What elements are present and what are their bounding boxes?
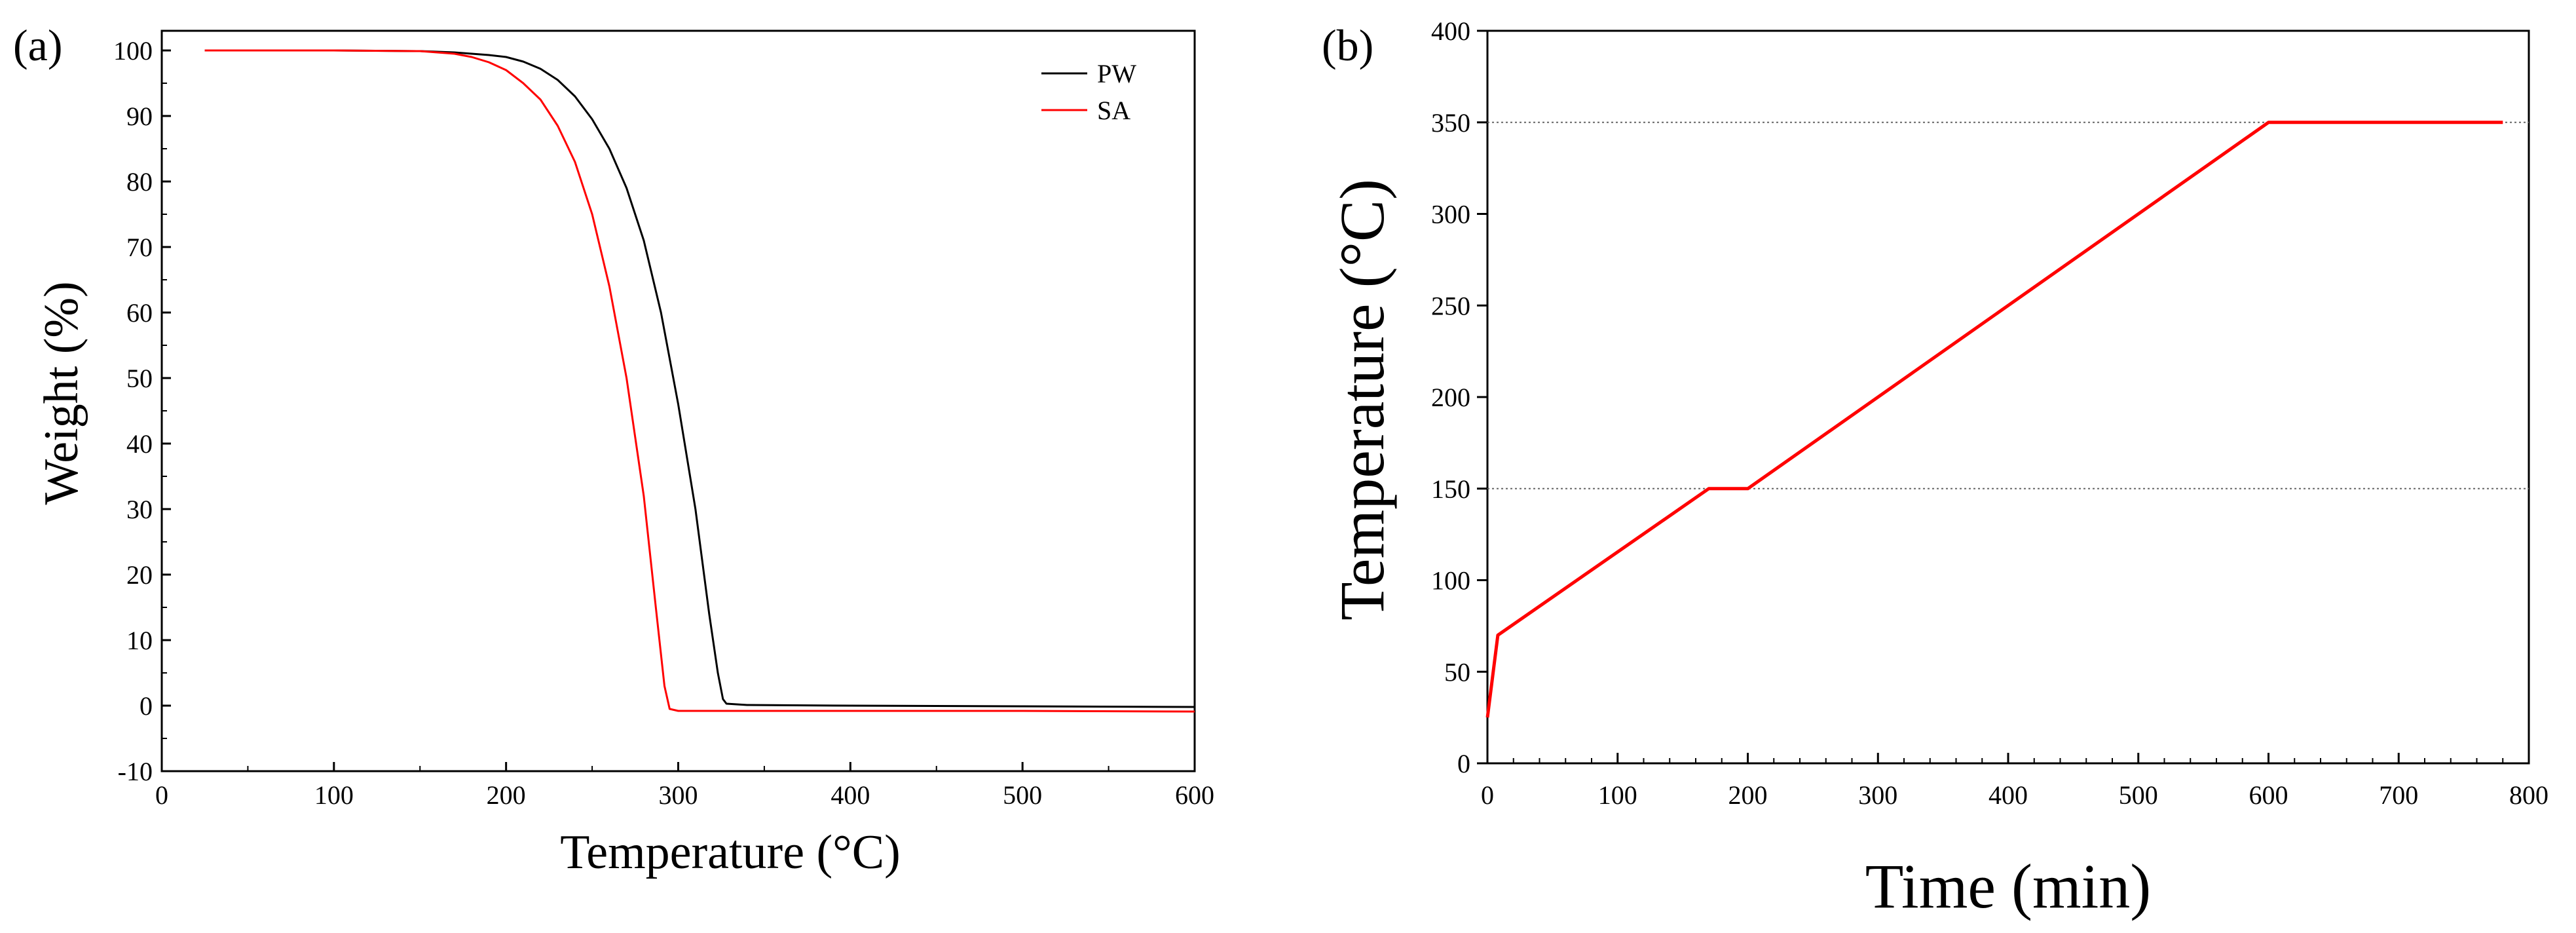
panel-b-x-tick-label-0: 0 xyxy=(1481,780,1494,810)
panel-b-y-tick-label-50: 50 xyxy=(1444,657,1470,687)
panel-b-y-tick-label-200: 200 xyxy=(1431,383,1470,412)
legend-label-sa: SA xyxy=(1097,96,1130,125)
panel-a-x-axis-title: Temperature (°C) xyxy=(560,826,901,879)
panel-a-y-tick-label-70: 70 xyxy=(126,233,153,262)
panel-a-legend: PW SA xyxy=(1041,59,1136,125)
panel-b-x-tick-label-600: 600 xyxy=(2249,780,2288,810)
panel-a-weight-vs-temperature: (a) 0 100 200 300 400 500 600-1001020304050607… xyxy=(13,20,1214,879)
panel-b-temperature-program: (b) 0 100 200 300 400 500 600 700 800 0 50 100 150 20… xyxy=(1322,16,2548,921)
panel-b-series xyxy=(1485,121,2503,718)
panel-a-x-tick-label-200: 200 xyxy=(487,780,526,810)
panel-a-y-tick-label-20: 20 xyxy=(126,560,153,590)
series-line-pw xyxy=(204,49,1195,708)
panel-a-y-tick-label-30: 30 xyxy=(126,495,153,524)
panel-b-y-tick-label-150: 150 xyxy=(1431,474,1470,504)
panel-b-x-tick-label-300: 300 xyxy=(1858,780,1897,810)
panel-b-y-axis-title: Temperature (°C) xyxy=(1327,179,1397,620)
panel-b-x-tick-label-800: 800 xyxy=(2509,780,2548,810)
panel-a-y-tick-label-90: 90 xyxy=(126,102,153,131)
panel-b-x-tick-label-100: 100 xyxy=(1598,780,1637,810)
panel-b-x-tick-label-700: 700 xyxy=(2379,780,2418,810)
panel-b-x-tick-label-200: 200 xyxy=(1728,780,1768,810)
panel-a-y-tick-label-100: 100 xyxy=(113,36,153,66)
series-line-sa xyxy=(204,49,1195,713)
panel-a-tick-labels: 0 100 200 300 400 500 600-10010203040506070809… xyxy=(113,36,1214,810)
panel-b-y-tick-label-300: 300 xyxy=(1431,200,1470,229)
panel-label-a: (a) xyxy=(13,20,62,70)
panel-a-x-tick-label-300: 300 xyxy=(659,780,698,810)
panel-a-x-tick-label-400: 400 xyxy=(831,780,870,810)
panel-b-tick-labels: 0 100 200 300 400 500 600 700 800 0 50 100 150 200 250… xyxy=(1431,16,2548,810)
panel-a-y-tick-label-40: 40 xyxy=(126,429,153,459)
panel-a-y-tick-label-80: 80 xyxy=(126,167,153,197)
panel-b-y-tick-label-100: 100 xyxy=(1431,566,1470,596)
panel-b-x-tick-label-400: 400 xyxy=(1988,780,2028,810)
panel-b-plot-frame xyxy=(1486,29,2530,765)
panel-a-y-tick-label-60: 60 xyxy=(126,298,153,328)
series-line-temperature-program xyxy=(1485,121,2503,718)
legend-label-pw: PW xyxy=(1097,59,1136,88)
panel-b-x-tick-label-500: 500 xyxy=(2119,780,2158,810)
panel-b-y-tick-label-0: 0 xyxy=(1457,749,1470,778)
panel-a-x-tick-label-0: 0 xyxy=(155,780,168,810)
panel-a-y-axis-title: Weight (%) xyxy=(35,281,88,505)
panel-b-y-tick-label-250: 250 xyxy=(1431,291,1470,320)
panel-a-x-tick-label-500: 500 xyxy=(1003,780,1042,810)
panel-a-y-tick-label-neg10: -10 xyxy=(118,757,153,786)
panel-a-ticks xyxy=(160,49,1196,772)
panel-a-y-tick-label-50: 50 xyxy=(126,364,153,393)
panel-b-ticks xyxy=(1477,29,2530,765)
panel-a-y-tick-label-10: 10 xyxy=(126,626,153,655)
panel-a-y-tick-label-0: 0 xyxy=(140,691,153,721)
panel-b-y-tick-label-400: 400 xyxy=(1431,16,1470,46)
panel-b-y-tick-label-350: 350 xyxy=(1431,108,1470,138)
panel-label-b: (b) xyxy=(1322,20,1373,70)
panel-a-x-tick-label-600: 600 xyxy=(1175,780,1214,810)
panel-a-x-tick-label-100: 100 xyxy=(314,780,354,810)
panel-b-x-axis-title: Time (min) xyxy=(1865,851,2152,921)
panel-a-series xyxy=(204,49,1195,713)
